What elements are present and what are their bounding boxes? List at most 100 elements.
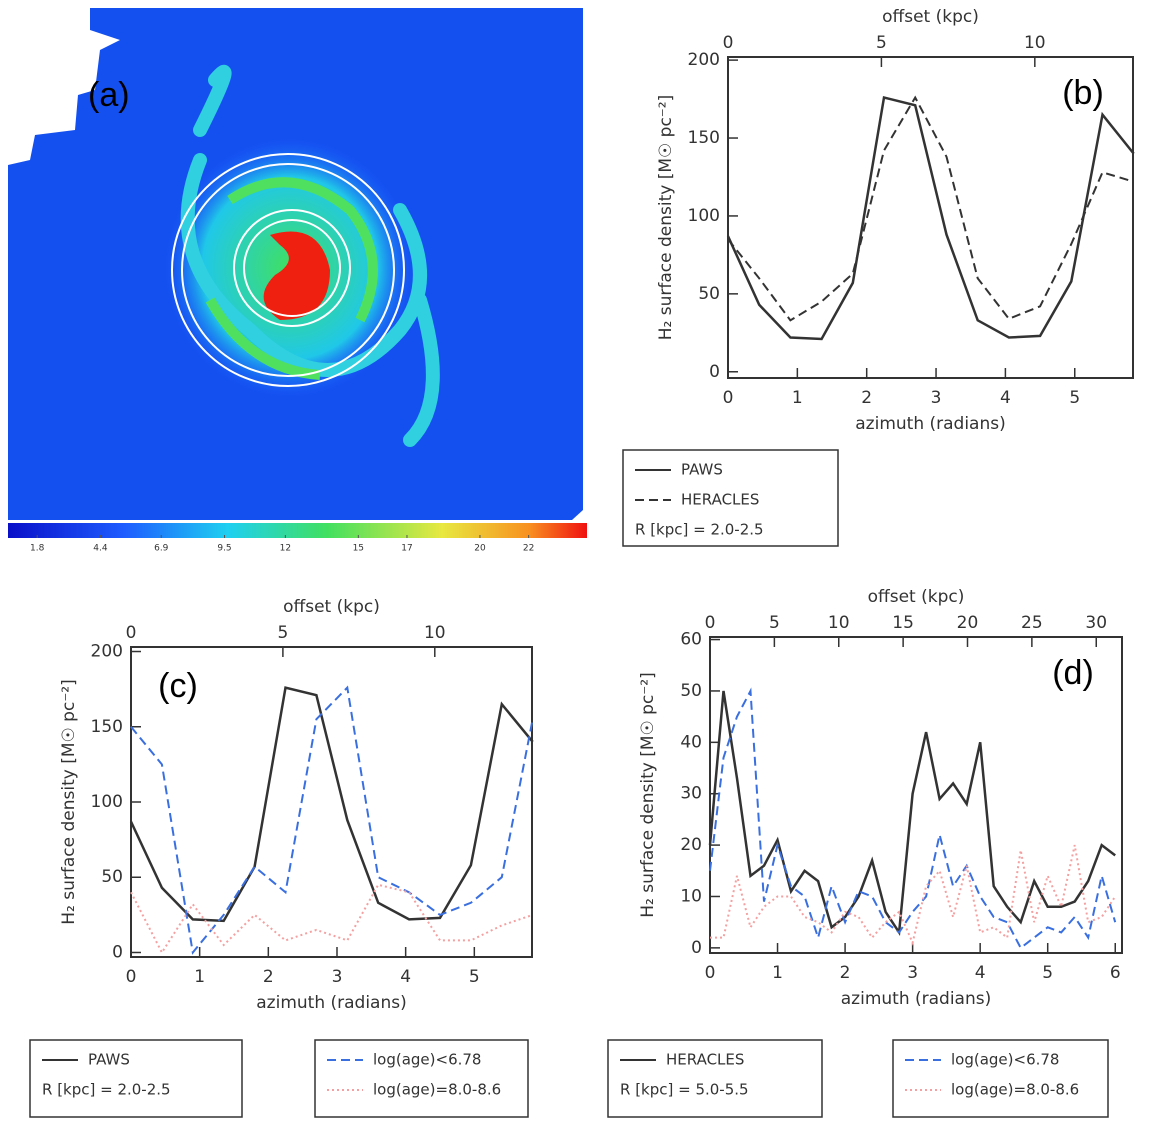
colorbar-tick-label: 17 (401, 544, 412, 554)
y-tick-label: 40 (680, 732, 702, 752)
x-tick-label: 2 (861, 388, 872, 408)
x2-tick-label: 15 (892, 613, 914, 633)
x-tick-label: 2 (840, 963, 851, 983)
y-tick-label: 50 (101, 867, 123, 887)
x2-tick-label: 5 (769, 613, 780, 633)
x2-tick-label: 10 (424, 623, 446, 643)
legend-label: log(age)=8.0-8.6 (373, 1081, 501, 1099)
annulus (181, 163, 395, 377)
data-line (710, 844, 1117, 946)
x-tick-label: 3 (931, 388, 942, 408)
x-tick-label: 4 (1000, 388, 1011, 408)
x2-axis-label: offset (kpc) (882, 7, 979, 27)
legend-box (892, 1039, 1109, 1118)
colorbar-tick-label: 12 (280, 544, 291, 554)
legend-box (314, 1039, 529, 1118)
colorbar-tick-label: 1.8 (30, 544, 45, 554)
x-tick-label: 2 (263, 967, 274, 987)
x2-tick-label: 10 (1024, 33, 1046, 53)
colorbar-tick-label: 6.9 (154, 544, 169, 554)
legend-label: HERACLES (681, 491, 759, 509)
colorbar-tick-label: 22 (523, 544, 534, 554)
colorbar-tick-label: 9.5 (217, 544, 231, 554)
y-tick-label: 150 (688, 128, 720, 148)
x-tick-label: 0 (723, 388, 734, 408)
colorbar-tick-label: 20 (474, 544, 486, 554)
annulus (243, 219, 341, 317)
x-tick-label: 4 (400, 967, 411, 987)
y-tick-label: 0 (112, 942, 123, 962)
x-axis-label: azimuth (radians) (256, 993, 406, 1013)
annulus (233, 209, 351, 327)
x2-tick-label: 5 (277, 623, 288, 643)
y-tick-label: 10 (680, 886, 702, 906)
x2-tick-label: 20 (957, 613, 979, 633)
data-line (709, 687, 1117, 950)
x2-tick-label: 10 (828, 613, 850, 633)
y-tick-label: 0 (691, 938, 702, 958)
legend-label: HERACLES (666, 1051, 744, 1069)
legend-box (29, 1039, 243, 1118)
legend-label: log(age)<6.78 (373, 1051, 481, 1069)
plot-frame (709, 636, 1123, 954)
x-tick-label: 0 (705, 963, 716, 983)
data-line (708, 690, 1116, 937)
y-tick-label: 150 (91, 717, 123, 737)
y-tick-label: 20 (680, 835, 702, 855)
x-tick-label: 1 (194, 967, 205, 987)
data-line (130, 685, 534, 955)
map-arm (180, 64, 440, 447)
legend-note: R [kpc] = 2.0-2.5 (635, 521, 764, 539)
y-tick-label: 30 (680, 784, 702, 804)
colorbar-tick-label: 15 (353, 544, 364, 554)
legend-label: PAWS (88, 1051, 130, 1069)
x2-axis-label: offset (kpc) (283, 597, 380, 617)
x2-tick-label: 0 (705, 613, 716, 633)
y-axis-label: H₂ surface density [M☉ pc⁻²] (638, 672, 658, 917)
panel-label: (c) (158, 667, 198, 705)
legend-label: log(age)<6.78 (951, 1051, 1059, 1069)
x-tick-label: 5 (469, 967, 480, 987)
x2-tick-label: 5 (876, 33, 887, 53)
map-panel: (a) (8, 8, 587, 538)
x2-tick-label: 0 (723, 33, 734, 53)
legend-note: R [kpc] = 2.0-2.5 (42, 1081, 171, 1099)
y-tick-label: 200 (91, 642, 123, 662)
legend-label: PAWS (681, 461, 723, 479)
map-arm (205, 177, 378, 380)
y-axis-label: H₂ surface density [M☉ pc⁻²] (59, 679, 79, 924)
x-tick-label: 1 (792, 388, 803, 408)
annulus (171, 153, 405, 387)
panel-label: (d) (1052, 654, 1094, 692)
y-tick-label: 200 (688, 50, 720, 70)
y-tick-label: 100 (688, 206, 720, 226)
y-tick-label: 0 (709, 362, 720, 382)
x-tick-label: 5 (1069, 388, 1080, 408)
panel-label: (b) (1062, 74, 1104, 112)
panel-label: (a) (88, 76, 130, 114)
y-tick-label: 100 (91, 792, 123, 812)
x2-axis-label: offset (kpc) (868, 587, 965, 607)
y-tick-label: 50 (698, 284, 720, 304)
data-line (129, 686, 534, 923)
x-tick-label: 1 (772, 963, 783, 983)
x-tick-label: 6 (1110, 963, 1121, 983)
y-tick-label: 60 (680, 630, 702, 650)
x2-tick-label: 0 (126, 623, 137, 643)
x2-tick-label: 25 (1021, 613, 1043, 633)
x-tick-label: 4 (975, 963, 986, 983)
legend-box (607, 1039, 823, 1118)
x-tick-label: 0 (126, 967, 137, 987)
y-tick-label: 50 (680, 681, 702, 701)
x-axis-label: azimuth (radians) (855, 414, 1005, 434)
x-tick-label: 3 (332, 967, 343, 987)
legend-note: R [kpc] = 5.0-5.5 (620, 1081, 749, 1099)
data-line (726, 95, 1135, 341)
legend-label: log(age)=8.0-8.6 (951, 1081, 1079, 1099)
x-tick-label: 5 (1042, 963, 1053, 983)
data-line (727, 95, 1134, 322)
map-core (263, 231, 330, 320)
x2-tick-label: 30 (1085, 613, 1107, 633)
plot-frame (727, 56, 1134, 379)
